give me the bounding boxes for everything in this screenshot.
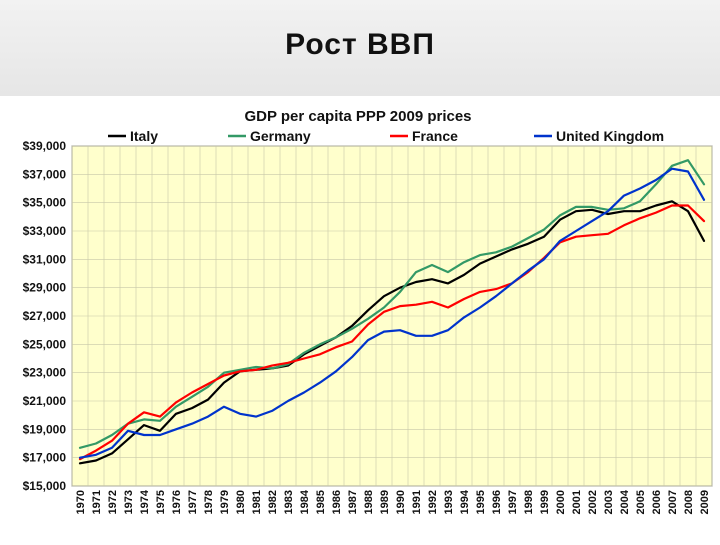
x-tick-label: 1988 (363, 490, 375, 514)
series-line-france (78, 204, 706, 461)
y-tick-label: $25,000 (23, 337, 67, 351)
x-tick-label: 1992 (427, 490, 439, 514)
x-tick-label: 1995 (475, 490, 487, 514)
x-tick-label: 1973 (123, 490, 135, 514)
x-tick-label: 1986 (331, 490, 343, 514)
x-tick-label: 1998 (523, 490, 535, 514)
x-tick-label: 2005 (635, 490, 647, 514)
x-tick-label: 1972 (107, 490, 119, 514)
slide-header: Рост ВВП (0, 0, 720, 96)
x-tick-label: 2000 (555, 490, 567, 514)
y-tick-label: $23,000 (23, 366, 67, 380)
legend-label-germany: Germany (250, 128, 311, 144)
y-tick-label: $33,000 (23, 224, 67, 238)
y-tick-label: $21,000 (23, 394, 67, 408)
x-tick-label: 1996 (491, 490, 503, 514)
y-tick-label: $31,000 (23, 252, 67, 266)
x-tick-label: 1974 (139, 489, 151, 514)
x-tick-label: 1971 (91, 490, 103, 514)
x-tick-label: 1994 (459, 489, 471, 514)
chart-title: GDP per capita PPP 2009 prices (244, 108, 471, 125)
x-tick-label: 1982 (267, 490, 279, 514)
legend-label-italy: Italy (130, 128, 158, 144)
x-tick-label: 2004 (619, 489, 631, 514)
x-tick-label: 1983 (283, 490, 295, 514)
legend-label-france: France (412, 128, 458, 144)
series-line-germany (78, 159, 706, 449)
x-tick-label: 1976 (171, 490, 183, 514)
x-tick-label: 1993 (443, 490, 455, 514)
x-tick-label: 1975 (155, 490, 167, 514)
x-tick-label: 1997 (507, 490, 519, 514)
chart-area: GDP per capita PPP 2009 prices Italy Germa… (0, 96, 720, 540)
x-tick-label: 2007 (667, 490, 679, 514)
x-tick-label: 1979 (219, 490, 231, 514)
x-tick-label: 1984 (299, 489, 311, 514)
y-tick-label: $35,000 (23, 196, 67, 210)
y-tick-label: $15,000 (23, 479, 67, 493)
x-tick-label: 2006 (651, 490, 663, 514)
x-tick-label: 1981 (251, 490, 263, 514)
y-tick-label: $37,000 (23, 167, 67, 181)
y-tick-label: $39,000 (23, 139, 67, 153)
x-tick-label: 1990 (395, 490, 407, 514)
x-tick-label: 1977 (187, 490, 199, 514)
x-tick-label: 1980 (235, 490, 247, 514)
y-tick-label: $17,000 (23, 451, 67, 465)
x-tick-label: 2003 (603, 490, 615, 514)
x-tick-label: 2009 (699, 490, 711, 514)
y-tick-label: $27,000 (23, 309, 67, 323)
x-tick-label: 1970 (75, 490, 87, 514)
x-tick-label: 1991 (411, 490, 423, 514)
x-tick-label: 1999 (539, 490, 551, 514)
x-tick-label: 1978 (203, 490, 215, 514)
x-tick-label: 2002 (587, 490, 599, 514)
y-tick-label: $19,000 (23, 422, 67, 436)
series-line-italy (78, 200, 706, 465)
x-tick-label: 2008 (683, 490, 695, 514)
x-tick-label: 1985 (315, 490, 327, 514)
legend-label-united-kingdom: United Kingdom (556, 128, 664, 144)
y-tick-label: $29,000 (23, 281, 67, 295)
gdp-line-chart: GDP per capita PPP 2009 prices Italy Germa… (23, 108, 713, 514)
x-tick-label: 1987 (347, 490, 359, 514)
slide-title: Рост ВВП (285, 28, 435, 61)
x-tick-label: 1989 (379, 490, 391, 514)
series-line-united-kingdom (78, 167, 706, 459)
x-tick-label: 2001 (571, 490, 583, 514)
